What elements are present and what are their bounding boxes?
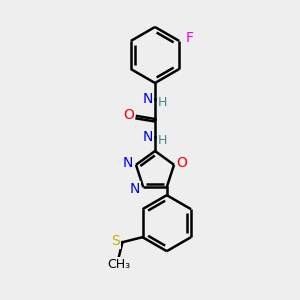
Text: H: H [157, 134, 167, 146]
Text: N: N [130, 182, 140, 196]
Text: S: S [111, 234, 120, 248]
Text: N: N [143, 92, 153, 106]
Text: N: N [143, 130, 153, 144]
Text: H: H [157, 95, 167, 109]
Text: CH₃: CH₃ [107, 258, 130, 271]
Text: O: O [177, 156, 188, 170]
Text: N: N [123, 156, 133, 170]
Text: O: O [124, 108, 134, 122]
Text: F: F [185, 31, 193, 45]
